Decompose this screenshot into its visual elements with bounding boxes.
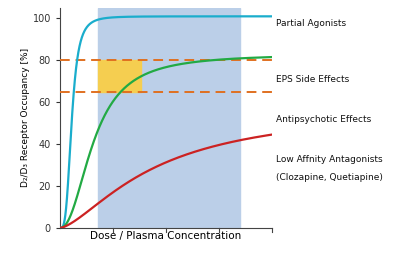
Text: Low Affnity Antagonists: Low Affnity Antagonists <box>276 154 383 164</box>
Y-axis label: D₂/D₃ Receptor Occupancy [%]: D₂/D₃ Receptor Occupancy [%] <box>21 48 30 187</box>
Text: (Clozapine, Quetiapine): (Clozapine, Quetiapine) <box>276 173 383 182</box>
Bar <box>98 8 240 228</box>
Text: EPS Side Effects: EPS Side Effects <box>276 75 349 84</box>
Text: Antipsychotic Effects: Antipsychotic Effects <box>276 115 371 124</box>
Bar <box>98 60 140 92</box>
X-axis label: Dose / Plasma Concentration: Dose / Plasma Concentration <box>90 231 242 241</box>
Text: Partial Agonists: Partial Agonists <box>276 19 346 28</box>
